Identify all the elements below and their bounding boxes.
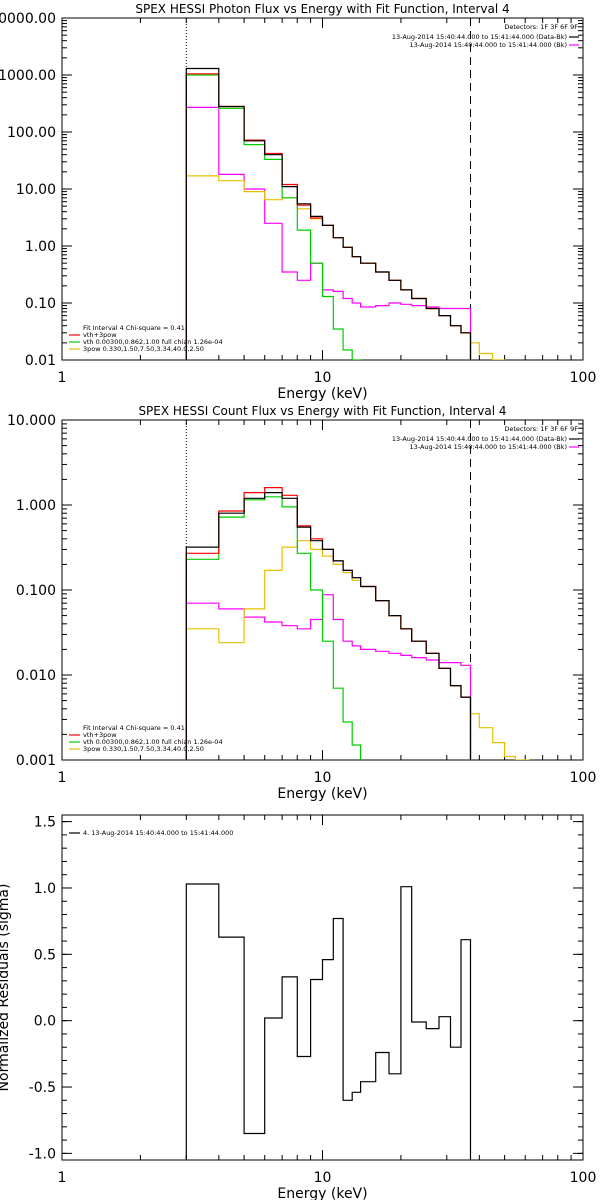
series-vth-3pow [185,487,472,760]
plot-frame [61,814,584,1161]
y-tick-label: 1000.00 [0,68,56,84]
series-bk [185,106,472,360]
legend-right-label: 13-Aug-2014 15:40:44.000 to 15:41:44.000… [392,33,567,41]
series-data-bk [185,67,472,360]
legend-right-label: 13-Aug-2014 15:40:44.000 to 15:41:44.000… [410,443,567,451]
plot-area [185,883,472,1160]
series-3pow [185,175,506,360]
plot-area [185,67,506,360]
series-vth [185,496,362,760]
chart-title: SPEX HESSI Count Flux vs Energy with Fit… [138,404,506,418]
legend-left-label: vth 0.00300,0.862,1.00 full chian 1.26e-… [83,338,223,346]
series-bk [185,594,472,760]
legend-left-label: vth+3pow [83,731,117,739]
y-tick-label: 0.001 [16,753,56,769]
y-tick-label: 0.010 [16,668,56,684]
x-axis-label: Energy (keV) [277,1186,367,1200]
legend-left-label: 4. 13-Aug-2014 15:40:44.000 to 15:41:44.… [83,829,233,837]
y-tick-label: -1.0 [29,1146,56,1162]
y-tick-label: 10000.00 [0,11,56,27]
detectors-label: Detectors: 1F 3F 6F 9F [504,425,578,433]
x-tick-label: 100 [570,1170,597,1186]
chart-panel-2: SPEX HESSI Count Flux vs Energy with Fit… [7,404,596,802]
x-axis-label: Energy (keV) [277,386,367,402]
x-tick-label: 10 [314,370,332,386]
y-tick-label: 10.000 [7,413,56,429]
plot-frame [61,17,584,361]
y-tick-label: 1.000 [16,498,56,514]
y-tick-label: 0.01 [25,353,56,369]
x-tick-label: 1 [58,370,67,386]
y-tick-label: 0.10 [25,296,56,312]
legend-left-label: Fit Interval 4 Chi-square = 0.41 [83,724,185,732]
legend-right-label: 13-Aug-2014 15:40:44.000 to 15:41:44.000… [392,435,567,443]
x-tick-label: 10 [314,770,332,786]
legend-left-label: vth+3pow [83,331,117,339]
legend-left-label: Fit Interval 4 Chi-square = 0.41 [83,324,185,332]
chart-title: SPEX HESSI Photon Flux vs Energy with Fi… [135,2,509,16]
series-data-bk [185,492,472,760]
series-4-13-aug-2014-15-40-44-000-to-15-41-44-000 [185,883,472,1160]
y-tick-label: 1.00 [25,239,56,255]
series-vth [185,74,362,360]
y-tick-label: 10.00 [16,182,56,198]
y-axis-label: Normalized Residuals (sigma) [0,884,12,1092]
y-tick-label: 0.5 [34,947,56,963]
y-tick-label: 100.00 [7,125,56,141]
chart-panel-1: SPEX HESSI Photon Flux vs Energy with Fi… [0,2,596,402]
legend-right-label: 13-Aug-2014 15:40:44.000 to 15:41:44.000… [410,41,567,49]
x-tick-label: 10 [314,1170,332,1186]
legend-left-label: 3pow 0.330,1.50,7.50,3.34,40.0,2.50 [83,345,204,353]
x-tick-label: 100 [570,370,597,386]
plot-area [185,487,530,760]
chart-panel-3: -1.0 -0.5 0.0 0.5 1.0 1.5 1 10 100 Energy (keV) No… [0,814,597,1202]
detectors-label: Detectors: 1F 3F 6F 9F [504,23,578,31]
x-tick-label: 100 [570,770,597,786]
x-axis-label: Energy (keV) [277,786,367,802]
legend-left-label: vth 0.00300,0.862,1.00 full chian 1.26e-… [83,738,223,746]
y-tick-label: 0.0 [34,1014,56,1030]
series-vth-3pow [185,73,472,360]
x-tick-label: 1 [58,1170,67,1186]
y-tick-label: 0.100 [16,583,56,599]
y-tick-label: -0.5 [29,1080,56,1096]
series-3pow [185,540,530,760]
y-tick-label: 1.0 [34,881,56,897]
x-tick-label: 1 [58,770,67,786]
legend-left-label: 3pow 0.330,1.50,7.50,3.34,40.0,2.50 [83,745,204,753]
y-tick-label: 1.5 [34,815,56,831]
